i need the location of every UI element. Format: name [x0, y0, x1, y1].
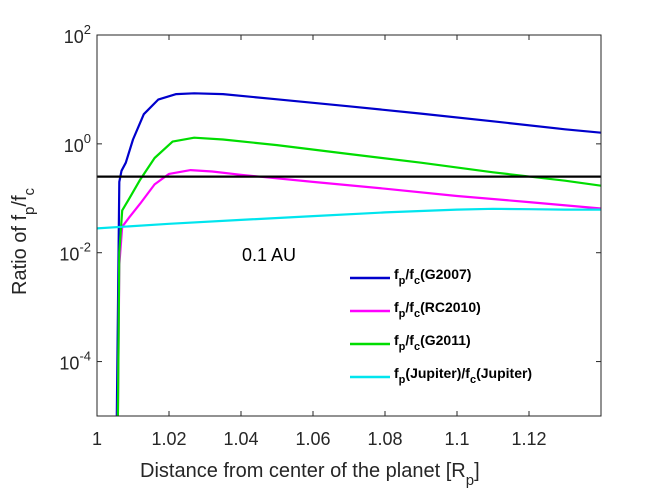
plot-frame: [96, 34, 602, 417]
legend-label-2: fp/fc(RC2010): [394, 299, 481, 320]
x-tick-label: 1.04: [223, 429, 258, 449]
annotation-label: 0.1 AU: [242, 245, 296, 265]
x-tick-label: 1.1: [444, 429, 469, 449]
legend-box: [345, 262, 595, 394]
legend-label-4: fp(Jupiter)/fc(Jupiter): [394, 365, 532, 386]
y-tick-label: 10-2: [59, 240, 91, 265]
x-tick-label: 1.06: [295, 429, 330, 449]
y-tick-label: 100: [64, 131, 91, 156]
y-axis-title: Ratio of fp/fc: [9, 187, 38, 295]
y-tick-label: 10-4: [59, 349, 91, 374]
legend-label-3: fp/fc(G2011): [394, 332, 471, 353]
legend-label-1: fp/fc(G2007): [394, 266, 471, 287]
x-tick-label: 1: [92, 429, 102, 449]
series-line-3: [116, 136, 601, 416]
series-layer: [97, 92, 601, 416]
legend: fp/fc(G2007) fp/fc(RC2010) fp/fc(G2011) fp(…: [345, 262, 595, 394]
x-tick-label: 1.02: [151, 429, 186, 449]
x-tick-label: 1.08: [367, 429, 402, 449]
y-tick-label: 102: [64, 22, 91, 47]
series-line-4: [97, 207, 601, 230]
x-axis-title: Distance from center of the planet [Rp]: [140, 460, 480, 489]
series-line-2: [116, 169, 601, 416]
ticks-layer: 1 1.02 1.04 1.06 1.08 1.1 1.12 102 100 10-2 10-4: [59, 22, 601, 449]
series-line-1: [115, 92, 601, 416]
x-tick-label: 1.12: [511, 429, 546, 449]
